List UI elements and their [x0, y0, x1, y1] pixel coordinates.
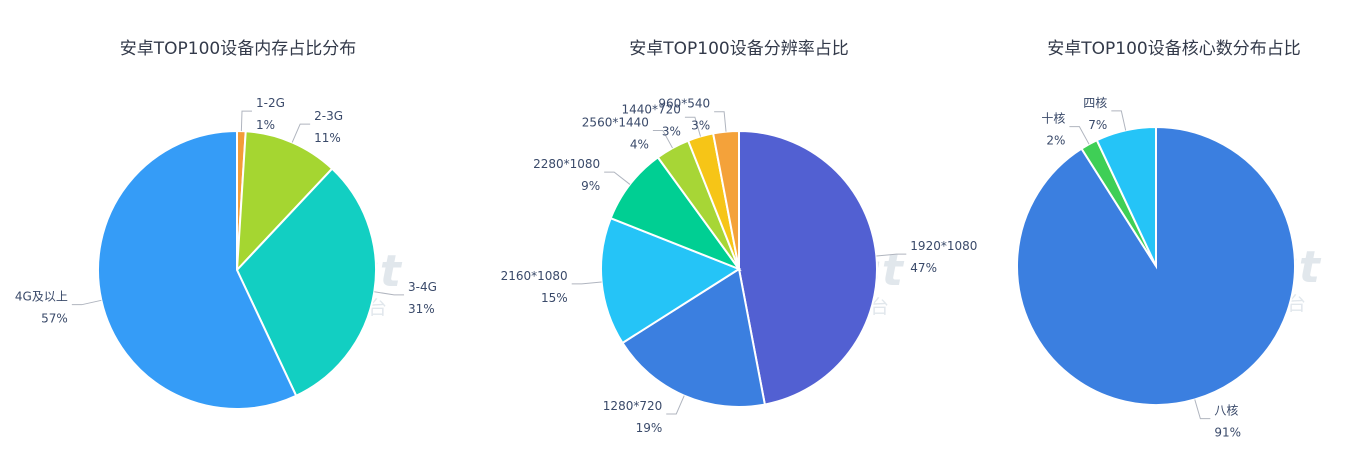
- cores-pie-title: 安卓TOP100设备核心数分布占比: [1047, 39, 1301, 59]
- memory-label-2-3g: 2-3G: [314, 109, 343, 123]
- resolution-pie-title: 安卓TOP100设备分辨率占比: [629, 39, 849, 59]
- cores-label-十核: 十核: [1041, 112, 1065, 126]
- memory-leader-1-2g: [240, 110, 252, 132]
- resolution-pct-2160x1080: 15%: [541, 291, 568, 305]
- memory-label-3-4g: 3-4G: [408, 280, 437, 294]
- cores-leader-十核: [1069, 126, 1090, 145]
- cores-pie-panel: 安卓TOP100设备核心数分布占比 WeTest腾讯质量开放平台八核91%十核2…: [1002, 0, 1346, 474]
- resolution-leader-1280x720: [666, 395, 685, 415]
- resolution-pie-chart: WeTest腾讯质量开放平台1920*108047%1280*72019%216…: [501, 97, 978, 435]
- cores-slice-四核[interactable]: [1095, 125, 1157, 267]
- memory-pct-1-2g: 1%: [256, 118, 275, 132]
- memory-leader-3-4g: [374, 291, 405, 296]
- cores-pct-八核: 91%: [1214, 426, 1241, 440]
- resolution-leader-960x540: [714, 111, 727, 132]
- resolution-leader-2560x1440: [652, 130, 673, 149]
- resolution-label-2280x1080: 2280*1080: [533, 157, 600, 171]
- resolution-slice-1280x720[interactable]: [621, 267, 767, 408]
- memory-slice-4g及以上[interactable]: [97, 129, 298, 410]
- memory-leader-4g及以上: [71, 299, 102, 306]
- memory-pct-3-4g: 31%: [408, 302, 435, 316]
- cores-pct-四核: 7%: [1088, 118, 1107, 132]
- resolution-label-1280x720: 1280*720: [603, 399, 662, 413]
- resolution-pie-panel: 安卓TOP100设备分辨率占比 WeTest腾讯质量开放平台1920*10804…: [476, 0, 1002, 474]
- resolution-leader-2280x1080: [604, 171, 631, 185]
- memory-pie-title: 安卓TOP100设备内存占比分布: [119, 39, 357, 59]
- resolution-leader-1440x720: [684, 116, 701, 137]
- resolution-pct-2280x1080: 9%: [581, 179, 600, 193]
- resolution-pct-1280x720: 19%: [636, 421, 663, 435]
- memory-pie-chart: WeTest腾讯质量开放平台1-2G1%2-3G11%3-4G31%4G及以上5…: [15, 96, 437, 410]
- resolution-label-1920x1080: 1920*1080: [910, 239, 977, 253]
- memory-label-1-2g: 1-2G: [256, 96, 285, 110]
- resolution-pct-1440x720: 3%: [662, 124, 681, 138]
- resolution-label-960x540: 960*540: [658, 97, 710, 111]
- memory-pct-4g及以上: 57%: [41, 312, 68, 326]
- memory-pie-panel: 安卓TOP100设备内存占比分布 WeTest腾讯质量开放平台1-2G1%2-3…: [0, 0, 476, 474]
- resolution-pct-2560x1440: 4%: [630, 138, 649, 152]
- cores-pie-chart: WeTest腾讯质量开放平台八核91%十核2%四核7%: [1016, 96, 1321, 440]
- cores-label-八核: 八核: [1214, 404, 1238, 418]
- resolution-leader-2160x1080: [571, 281, 602, 285]
- memory-pct-2-3g: 11%: [314, 131, 341, 145]
- memory-leader-2-3g: [291, 123, 311, 143]
- resolution-leader-1920x1080: [876, 253, 907, 257]
- resolution-label-1440x720: 1440*720: [621, 102, 680, 116]
- resolution-pct-1920x1080: 47%: [910, 261, 937, 275]
- cores-leader-四核: [1111, 110, 1127, 131]
- cores-leader-八核: [1194, 399, 1211, 420]
- cores-pct-十核: 2%: [1046, 134, 1065, 148]
- resolution-slice-1920x1080[interactable]: [738, 129, 878, 406]
- resolution-pct-960x540: 3%: [691, 119, 710, 133]
- memory-label-4g及以上: 4G及以上: [15, 290, 68, 304]
- resolution-label-2560x1440: 2560*1440: [582, 116, 649, 130]
- resolution-label-2160x1080: 2160*1080: [501, 269, 568, 283]
- cores-slice-八核[interactable]: [1016, 125, 1296, 406]
- cores-label-四核: 四核: [1083, 96, 1107, 110]
- resolution-slice-2160x1080[interactable]: [600, 216, 742, 345]
